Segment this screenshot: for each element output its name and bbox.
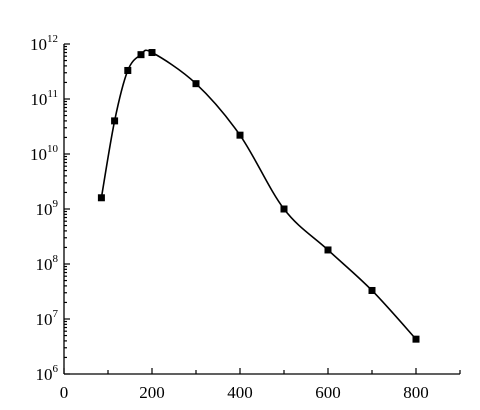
- y-tick-base: 10: [36, 310, 53, 329]
- data-point: [192, 80, 200, 88]
- y-tick-base: 10: [36, 200, 53, 219]
- y-tick-exponent: 8: [53, 253, 59, 265]
- x-tick-label: 200: [139, 383, 165, 402]
- y-tick-exponent: 9: [53, 198, 59, 210]
- data-point: [280, 205, 288, 213]
- y-tick-label: 107: [36, 308, 59, 329]
- data-point: [137, 51, 145, 59]
- y-tick-base: 10: [36, 255, 53, 274]
- y-tick-label: 109: [36, 198, 59, 219]
- x-tick-label: 600: [315, 383, 341, 402]
- y-tick-label: 1012: [30, 33, 58, 54]
- y-tick-base: 10: [36, 365, 53, 384]
- y-tick-label: 108: [36, 253, 59, 274]
- data-point: [97, 194, 105, 202]
- y-tick-base: 10: [30, 145, 47, 164]
- data-markers: [97, 49, 420, 343]
- data-point: [368, 286, 376, 294]
- y-tick-label: 1011: [30, 88, 58, 109]
- y-tick-label: 106: [36, 363, 59, 384]
- axes: [63, 44, 460, 375]
- data-curve: [100, 49, 417, 340]
- y-tick-exponent: 10: [47, 143, 59, 155]
- y-tick-exponent: 6: [53, 363, 59, 375]
- x-tick-label: 400: [227, 383, 253, 402]
- x-tick-label: 800: [403, 383, 429, 402]
- data-point: [324, 246, 332, 254]
- y-tick-base: 10: [30, 90, 47, 109]
- y-tick-label: 1010: [30, 143, 59, 164]
- y-tick-base: 10: [30, 35, 47, 54]
- y-tick-exponent: 12: [47, 33, 58, 45]
- y-tick-exponent: 7: [53, 308, 59, 320]
- data-point: [148, 49, 156, 57]
- data-point: [111, 117, 119, 125]
- data-point: [236, 131, 244, 139]
- data-point: [412, 335, 420, 343]
- x-axis-ticks: 0 200 400 600 800: [60, 368, 461, 402]
- x-tick-label: 0: [60, 383, 69, 402]
- y-tick-exponent: 11: [47, 88, 58, 100]
- data-point: [124, 66, 132, 74]
